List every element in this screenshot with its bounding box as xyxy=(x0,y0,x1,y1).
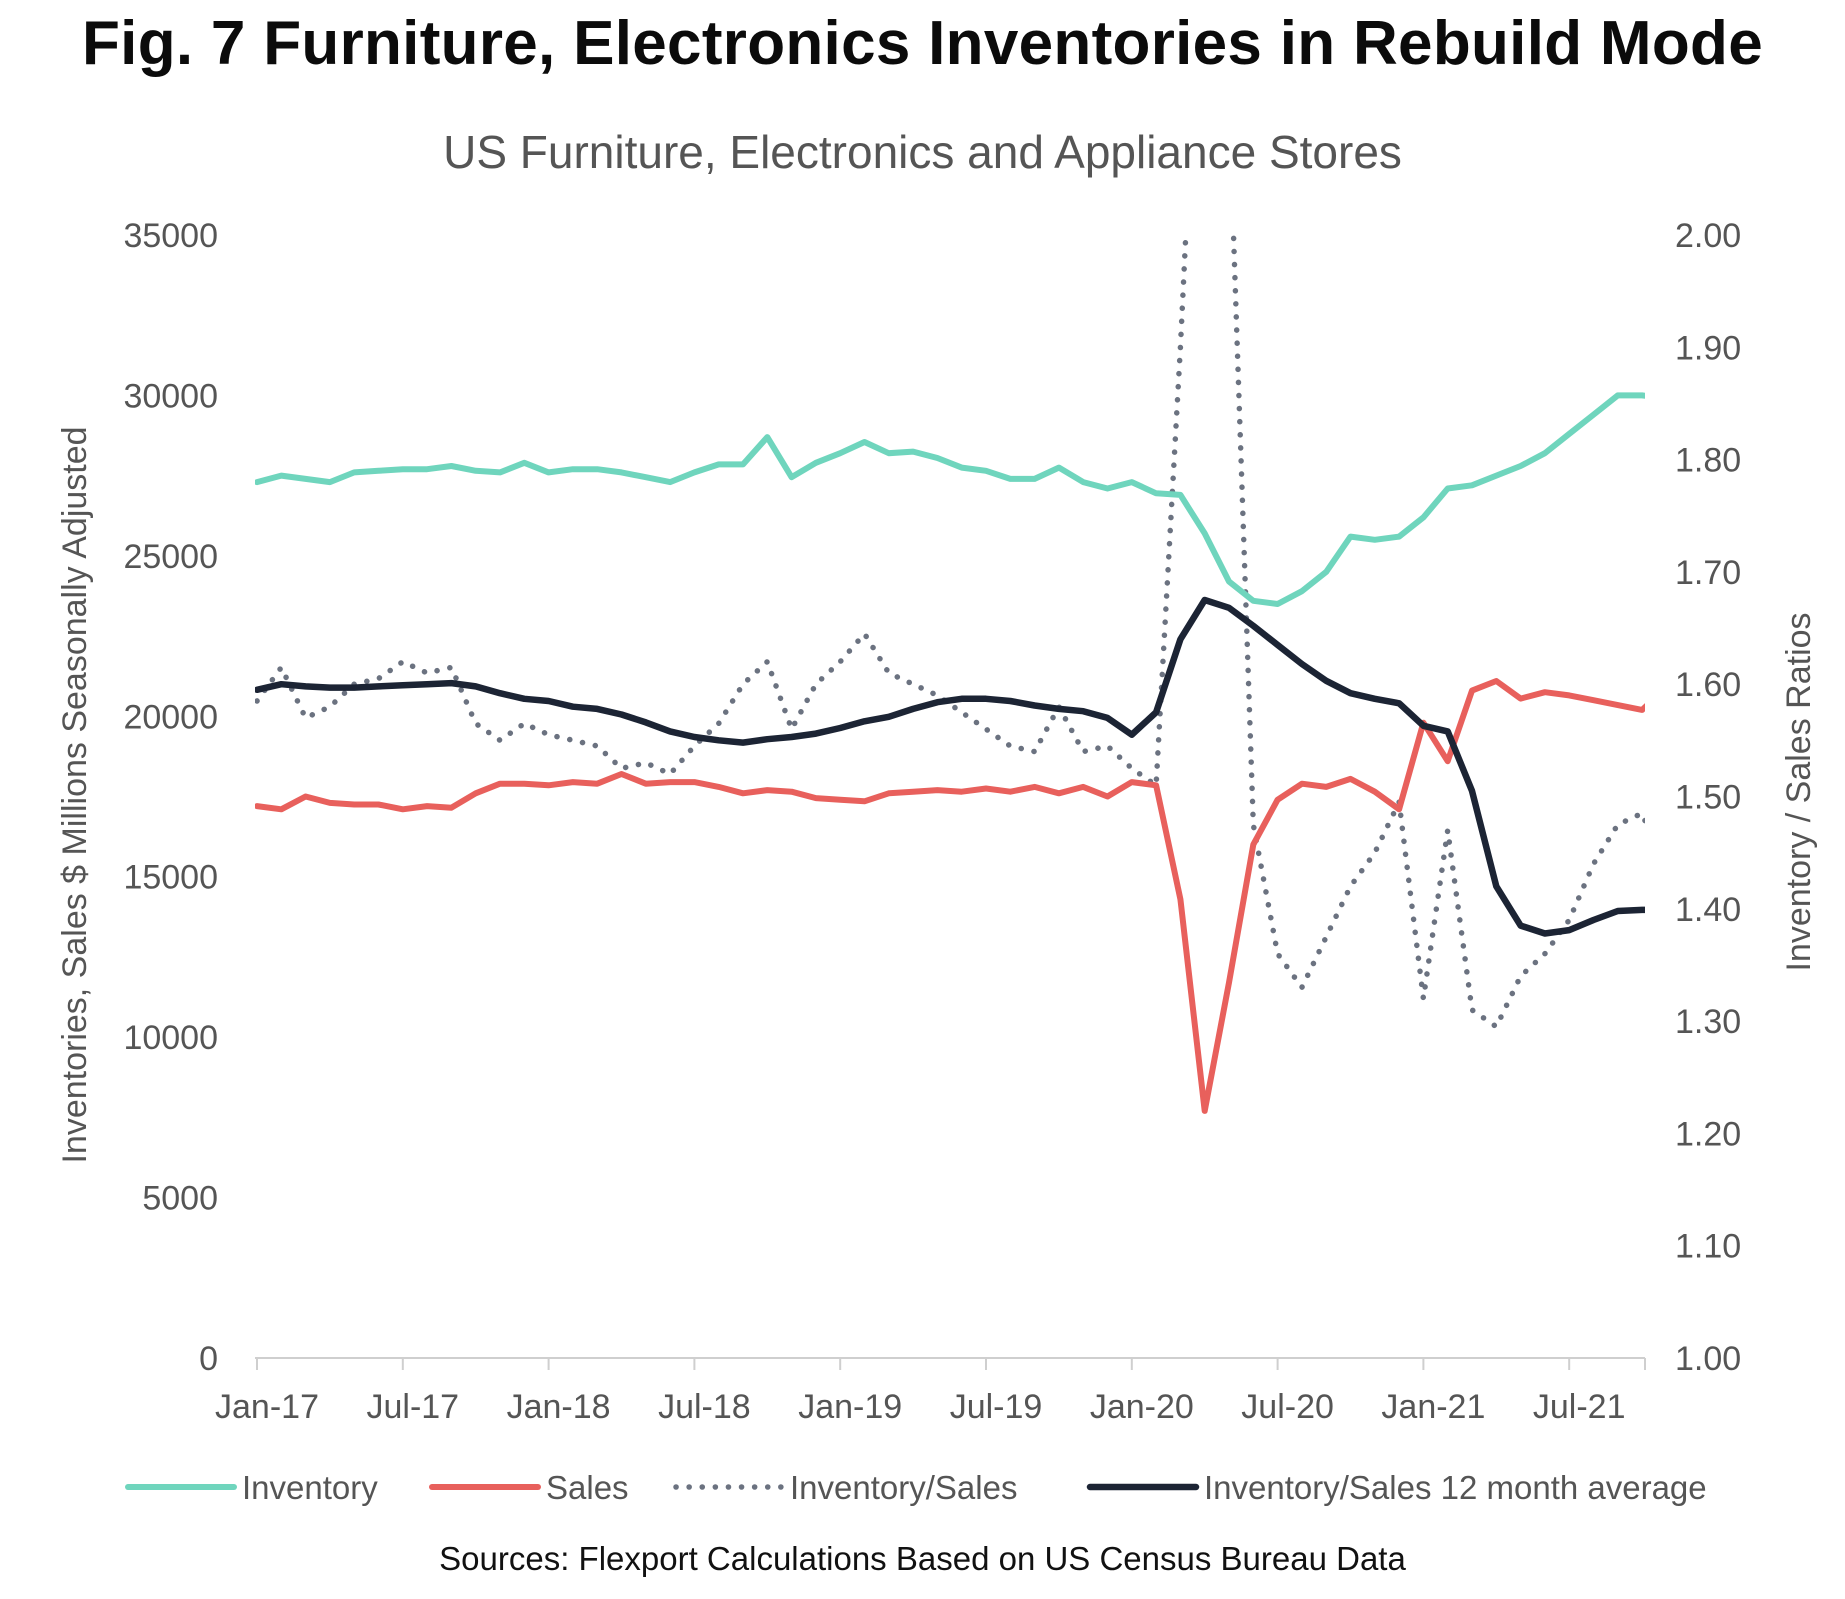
y2-tick-label: 1.70 xyxy=(1675,554,1741,592)
x-tick-label: Jan-18 xyxy=(507,1388,611,1426)
legend: Inventory Sales Inventory/Sales Inventory/S… xyxy=(125,1469,1707,1506)
y2-tick-label: 1.60 xyxy=(1675,666,1741,704)
legend-label-inventory: Inventory xyxy=(242,1469,378,1506)
y2-tick-label: 2.00 xyxy=(1675,217,1741,255)
x-tick-label: Jul-20 xyxy=(1241,1388,1334,1426)
y-tick-label: 15000 xyxy=(123,859,218,897)
y2-axis-label: Inventory / Sales Ratios xyxy=(1780,612,1818,971)
chart-title: Fig. 7 Furniture, Electronics Inventorie… xyxy=(82,9,1763,78)
legend-label-inventory-sales: Inventory/Sales xyxy=(790,1469,1017,1506)
series-line-inventory-sales-12-month-average xyxy=(255,596,1645,937)
x-tick-label: Jan-17 xyxy=(215,1388,319,1426)
legend-label-sales: Sales xyxy=(546,1469,629,1506)
axes-group: Jan-17 Jul-17 Jan-18 Jul-18 Jan-19 Jul-19 Jan-… xyxy=(56,217,1818,1426)
y-axis-label: Inventories, Sales $ Millions Seasonally… xyxy=(56,426,94,1163)
y-tick-label: 10000 xyxy=(123,1019,218,1057)
series-group xyxy=(255,235,1645,1114)
series-line-inventory xyxy=(255,392,1645,607)
y2-tick-label: 1.40 xyxy=(1675,891,1741,929)
y2-tick-label: 1.30 xyxy=(1675,1003,1741,1041)
source-note: Sources: Flexport Calculations Based on … xyxy=(439,1540,1406,1577)
x-tick-label: Jul-17 xyxy=(366,1388,459,1426)
series-line-inventory-sales xyxy=(255,235,1645,1030)
x-tick-label: Jan-19 xyxy=(798,1388,902,1426)
y2-tick-label: 1.10 xyxy=(1675,1228,1741,1266)
x-tick-label: Jan-20 xyxy=(1090,1388,1194,1426)
x-tick-label: Jul-18 xyxy=(658,1388,751,1426)
y2-tick-label: 1.20 xyxy=(1675,1115,1741,1153)
y-tick-label: 0 xyxy=(199,1340,218,1378)
chart-subtitle: US Furniture, Electronics and Appliance … xyxy=(443,126,1402,178)
legend-label-inventory-sales-12-month-average: Inventory/Sales 12 month average xyxy=(1204,1469,1707,1506)
x-tick-label: Jul-19 xyxy=(950,1388,1043,1426)
y2-tick-label: 1.00 xyxy=(1675,1340,1741,1378)
y-tick-label: 25000 xyxy=(123,538,218,576)
series-line-sales xyxy=(255,678,1645,1114)
y-tick-label: 5000 xyxy=(142,1180,218,1218)
x-tick-label: Jan-21 xyxy=(1381,1388,1485,1426)
y-tick-label: 30000 xyxy=(123,377,218,415)
x-tick-label: Jul-21 xyxy=(1533,1388,1626,1426)
y-tick-label: 35000 xyxy=(123,217,218,255)
y2-tick-label: 1.50 xyxy=(1675,779,1741,817)
y-tick-label: 20000 xyxy=(123,698,218,736)
y2-tick-label: 1.80 xyxy=(1675,442,1741,480)
y2-tick-label: 1.90 xyxy=(1675,329,1741,367)
